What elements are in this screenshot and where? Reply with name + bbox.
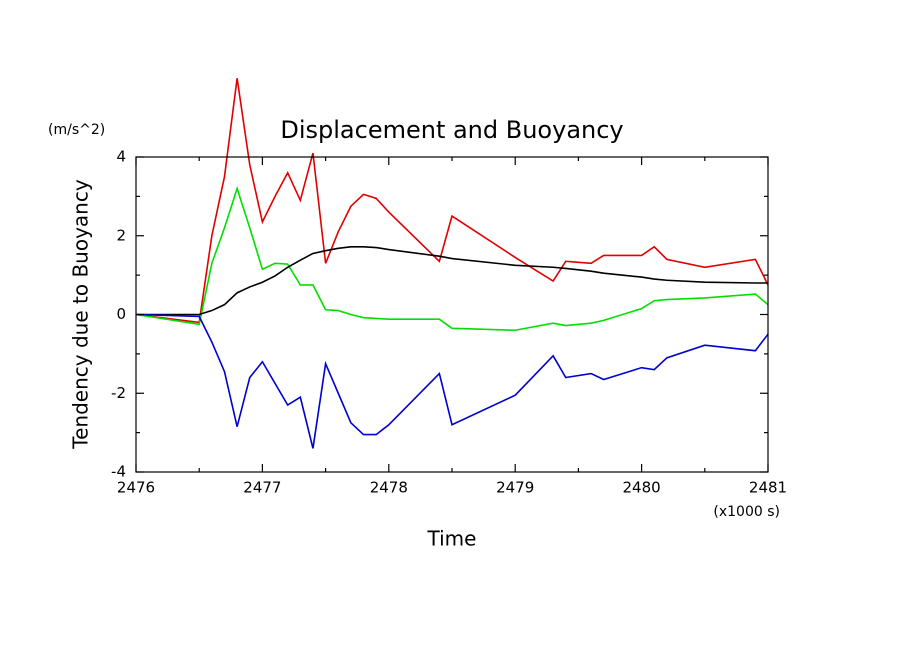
- y-tick-label: -4: [111, 463, 126, 481]
- series-line: [136, 245, 768, 316]
- x-units: (x1000 s): [713, 504, 780, 520]
- x-tick-label: 2480: [623, 479, 661, 497]
- x-tick-label: 2477: [243, 479, 281, 497]
- series-line: [135, 313, 769, 449]
- y-tick-label: 4: [116, 148, 126, 166]
- y-tick-label: 0: [116, 305, 126, 323]
- y-tick-label: -2: [111, 384, 126, 402]
- y-tick-label: 2: [116, 226, 126, 244]
- x-axis-label: Time: [427, 527, 477, 551]
- series-line: [135, 185, 769, 332]
- series-line: [135, 78, 769, 324]
- x-tick-label: 2481: [749, 479, 787, 497]
- y-units: (m/s^2): [48, 122, 105, 138]
- x-tick-label: 2479: [496, 479, 534, 497]
- x-tick-label: 2476: [117, 479, 155, 497]
- chart-title: Displacement and Buoyancy: [280, 116, 623, 144]
- x-tick-label: 2478: [370, 479, 408, 497]
- y-axis-label: Tendency due to Buoyancy: [69, 179, 93, 450]
